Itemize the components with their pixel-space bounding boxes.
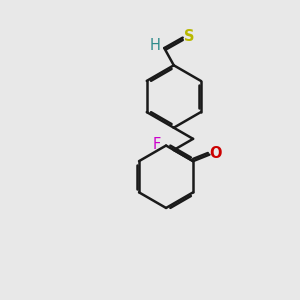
Text: O: O xyxy=(210,146,222,160)
Text: S: S xyxy=(184,29,194,44)
Text: F: F xyxy=(153,136,161,152)
Text: H: H xyxy=(149,38,160,53)
